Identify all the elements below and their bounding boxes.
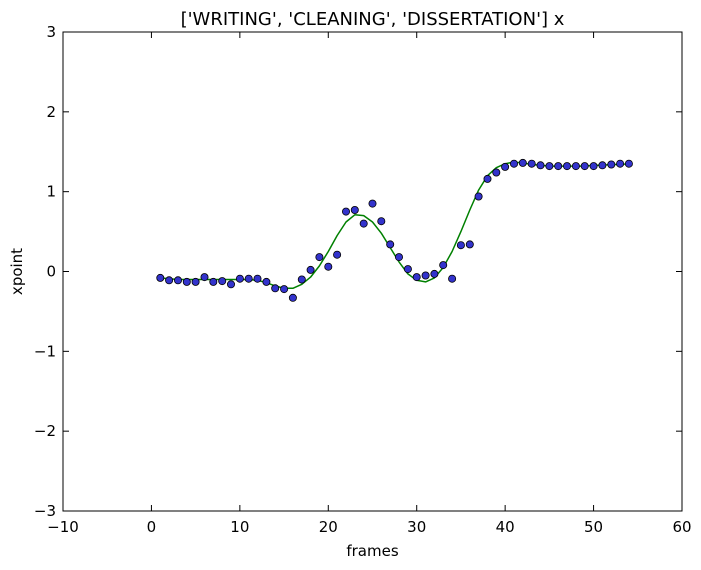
scatter-point bbox=[412, 273, 421, 282]
y-tick-label: −1 bbox=[34, 342, 56, 360]
scatter-point bbox=[209, 277, 218, 286]
scatter-point bbox=[315, 253, 324, 262]
scatter-point bbox=[563, 162, 572, 171]
scatter-point bbox=[394, 253, 403, 262]
plot-series bbox=[156, 158, 633, 302]
scatter-point bbox=[235, 274, 244, 283]
y-tick-label: 0 bbox=[46, 263, 56, 281]
scatter-point bbox=[200, 273, 209, 282]
scatter-point bbox=[377, 217, 386, 226]
x-tick-label: 20 bbox=[319, 518, 338, 536]
scatter-point bbox=[448, 274, 457, 283]
x-tick-label: 30 bbox=[407, 518, 426, 536]
scatter-point bbox=[191, 277, 200, 286]
scatter-point bbox=[359, 219, 368, 228]
axes-frame bbox=[62, 31, 683, 512]
scatter-point bbox=[333, 250, 342, 259]
scatter-point bbox=[536, 161, 545, 170]
scatter-point bbox=[403, 265, 412, 274]
scatter-point bbox=[616, 159, 625, 168]
scatter-point bbox=[589, 162, 598, 171]
chart-title: ['WRITING', 'CLEANING', 'DISSERTATION'] … bbox=[181, 9, 565, 30]
scatter-point bbox=[262, 277, 271, 286]
scatter-point bbox=[173, 276, 182, 285]
y-axis-label: xpoint bbox=[8, 248, 26, 295]
y-tick-label: −2 bbox=[34, 422, 56, 440]
scatter-point bbox=[624, 159, 633, 168]
scatter-point bbox=[607, 160, 616, 169]
scatter-point bbox=[421, 271, 430, 280]
scatter-point bbox=[226, 280, 235, 289]
scatter-point bbox=[156, 273, 165, 282]
y-tick-label: 1 bbox=[46, 183, 56, 201]
scatter-point bbox=[456, 241, 465, 250]
fit-line bbox=[160, 161, 629, 290]
scatter-point bbox=[218, 277, 227, 286]
scatter-point bbox=[474, 192, 483, 201]
scatter-point bbox=[509, 159, 518, 168]
x-axis-label: frames bbox=[346, 542, 398, 560]
scatter-point bbox=[306, 265, 315, 274]
scatter-point bbox=[350, 205, 359, 214]
scatter-point bbox=[271, 284, 280, 293]
scatter-point bbox=[571, 162, 580, 171]
scatter-point bbox=[465, 240, 474, 249]
scatter-point bbox=[501, 162, 510, 171]
x-tick-label: 50 bbox=[584, 518, 603, 536]
y-tick-label: 3 bbox=[46, 23, 56, 41]
scatter-point bbox=[368, 199, 377, 208]
scatter-point bbox=[518, 158, 527, 167]
scatter-point bbox=[580, 162, 589, 171]
x-tick-label: 40 bbox=[496, 518, 515, 536]
scatter-point bbox=[527, 159, 536, 168]
scatter-point bbox=[182, 277, 191, 286]
scatter-point bbox=[165, 276, 174, 285]
x-tick-label: 10 bbox=[230, 518, 249, 536]
scatter-point bbox=[341, 207, 350, 216]
scatter-point bbox=[386, 240, 395, 249]
scatter-point bbox=[492, 168, 501, 177]
scatter-point bbox=[280, 285, 289, 294]
scatter-point bbox=[244, 274, 253, 283]
scatter-point bbox=[483, 174, 492, 183]
scatter-point bbox=[288, 293, 297, 302]
scatter-point bbox=[598, 161, 607, 170]
scatter-point bbox=[430, 269, 439, 278]
y-tick-label: −3 bbox=[34, 502, 56, 520]
scatter-point bbox=[324, 262, 333, 271]
y-tick-label: 2 bbox=[46, 103, 56, 121]
scatter-point bbox=[554, 162, 563, 171]
scatter-point bbox=[545, 162, 554, 171]
scatter-point bbox=[297, 275, 306, 284]
x-tick-label: −10 bbox=[47, 518, 79, 536]
scatter-point bbox=[439, 261, 448, 270]
x-tick-label: 60 bbox=[672, 518, 691, 536]
scatter-point bbox=[253, 274, 262, 283]
x-tick-label: 0 bbox=[147, 518, 157, 536]
